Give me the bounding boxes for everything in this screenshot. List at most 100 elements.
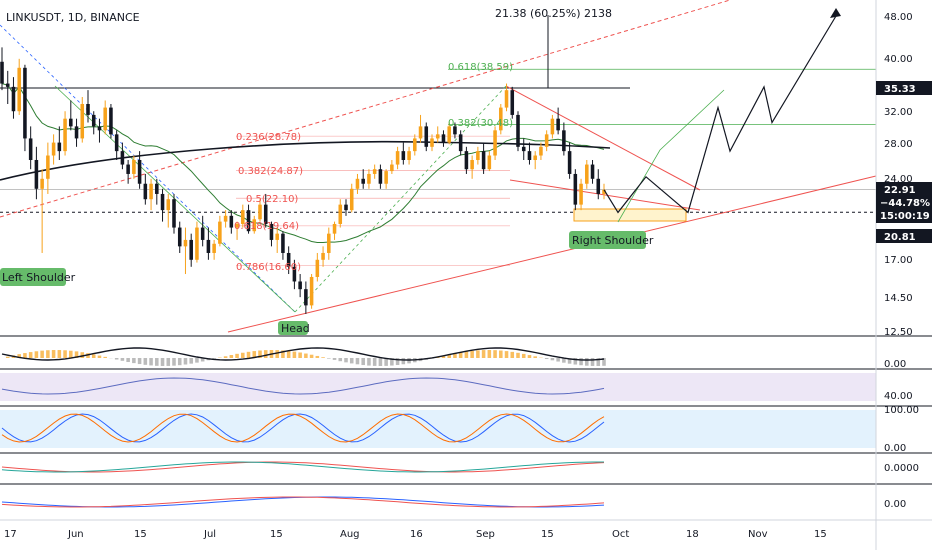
- macd-histogram-bar: [585, 358, 589, 366]
- candle-body: [545, 134, 549, 146]
- candle-body: [459, 134, 463, 151]
- price-change: −44.78%: [880, 198, 930, 209]
- candle-body: [442, 134, 446, 142]
- rsi-pane-band: [0, 373, 876, 401]
- candle-body: [46, 156, 50, 179]
- macd-histogram-bar: [327, 358, 331, 359]
- macd-histogram-bar: [545, 358, 549, 359]
- symbol-title: LINKUSDT, 1D, BINANCE: [6, 11, 140, 24]
- candle-body: [476, 151, 480, 160]
- macd-histogram-bar: [189, 358, 193, 364]
- candle-body: [207, 240, 211, 253]
- candle-body: [436, 134, 440, 138]
- head-annotation[interactable]: Head: [278, 321, 310, 335]
- rsi-axis-label: 40.00: [884, 391, 913, 402]
- time-tick-nov15: 15: [814, 529, 827, 540]
- macd-histogram-bar: [459, 352, 463, 358]
- candle-body: [178, 228, 182, 247]
- candle-body: [379, 169, 383, 184]
- candle-body: [493, 130, 497, 155]
- macd-histogram-bar: [333, 358, 337, 360]
- macd-histogram-bar: [488, 350, 492, 358]
- time-tick-nov: Nov: [748, 529, 768, 540]
- candle-body: [281, 234, 285, 253]
- candle-body: [510, 90, 514, 115]
- macd-histogram-bar: [235, 354, 239, 358]
- macd-histogram-bar: [516, 353, 520, 358]
- candle-body: [12, 87, 16, 111]
- macd-histogram-bar: [344, 358, 348, 362]
- candle-body: [568, 151, 572, 174]
- left-shoulder-label: Left Shoulder: [2, 271, 76, 284]
- macd-histogram-bar: [126, 358, 130, 362]
- candle-body: [195, 228, 199, 260]
- candle-body: [528, 151, 532, 160]
- macd-histogram-bar: [29, 352, 33, 358]
- left-shoulder-annotation[interactable]: Left Shoulder: [0, 268, 76, 286]
- candle-body: [69, 119, 73, 127]
- macd-histogram-bar: [144, 358, 148, 365]
- candle-body: [35, 160, 39, 189]
- macd-histogram-bar: [247, 352, 251, 358]
- candle-body: [166, 199, 170, 210]
- candle-body: [304, 289, 308, 305]
- candle-body: [121, 151, 125, 164]
- macd-histogram-bar: [138, 358, 142, 364]
- candle-body: [419, 126, 423, 138]
- candle-body: [367, 174, 371, 184]
- time-tick-aug: Aug: [340, 529, 360, 540]
- candle-body: [585, 165, 589, 184]
- time-tick-sep15: 15: [541, 529, 554, 540]
- price-tick-28: 28.00: [884, 139, 913, 150]
- candle-body: [402, 151, 406, 160]
- candle-body: [103, 108, 107, 131]
- macd-histogram-bar: [379, 358, 383, 366]
- macd-histogram-bar: [172, 358, 176, 366]
- candle-body: [533, 156, 537, 160]
- candle-body: [505, 90, 509, 107]
- price-tag-low: 20.81: [876, 229, 932, 243]
- svg-text:35.33: 35.33: [884, 84, 916, 95]
- macd-histogram-bar: [510, 352, 514, 358]
- candle-body: [338, 205, 342, 224]
- macd-histogram-bar: [402, 358, 406, 364]
- candle-body: [0, 62, 4, 84]
- price-tick-40: 40.00: [884, 54, 913, 65]
- macd-histogram-bar: [350, 358, 354, 363]
- candle-body: [144, 184, 148, 199]
- fib-label-0382: 0.382(24.87): [238, 166, 303, 177]
- candle-body: [596, 179, 600, 194]
- macd-histogram-bar: [556, 358, 560, 362]
- candle-body: [516, 115, 520, 147]
- time-tick-jul15: 15: [270, 529, 283, 540]
- macd-histogram-bar: [316, 356, 320, 358]
- current-price: 22.91: [884, 185, 916, 196]
- candle-body: [17, 68, 21, 111]
- candle-body: [470, 160, 474, 169]
- macd-histogram-bar: [161, 358, 165, 366]
- macd-histogram-bar: [6, 357, 10, 358]
- right-shoulder-label: Right Shoulder: [572, 234, 654, 247]
- candle-body: [539, 147, 543, 156]
- macd-histogram-bar: [321, 357, 325, 358]
- stoch-axis-bottom-label: 0.00: [884, 443, 906, 454]
- macd-histogram-bar: [482, 350, 486, 358]
- candle-body: [482, 151, 486, 169]
- macd2-axis-label: 0.0000: [884, 463, 919, 474]
- bar-countdown: 15:00:19: [880, 211, 930, 222]
- green-fib-label-0618: 0.618(38.59): [448, 62, 513, 73]
- candle-body: [350, 189, 354, 210]
- candle-body: [138, 160, 142, 184]
- time-tick-jun15: 15: [134, 529, 147, 540]
- time-tick-sep: Sep: [476, 529, 495, 540]
- candle-body: [75, 126, 79, 138]
- right-shoulder-annotation[interactable]: Right Shoulder: [569, 231, 654, 249]
- candle-body: [184, 240, 188, 246]
- macd-histogram-bar: [52, 350, 56, 358]
- candle-body: [132, 160, 136, 174]
- time-tick-oct18: 18: [686, 529, 699, 540]
- candle-body: [201, 228, 205, 240]
- macd-histogram-bar: [465, 352, 469, 358]
